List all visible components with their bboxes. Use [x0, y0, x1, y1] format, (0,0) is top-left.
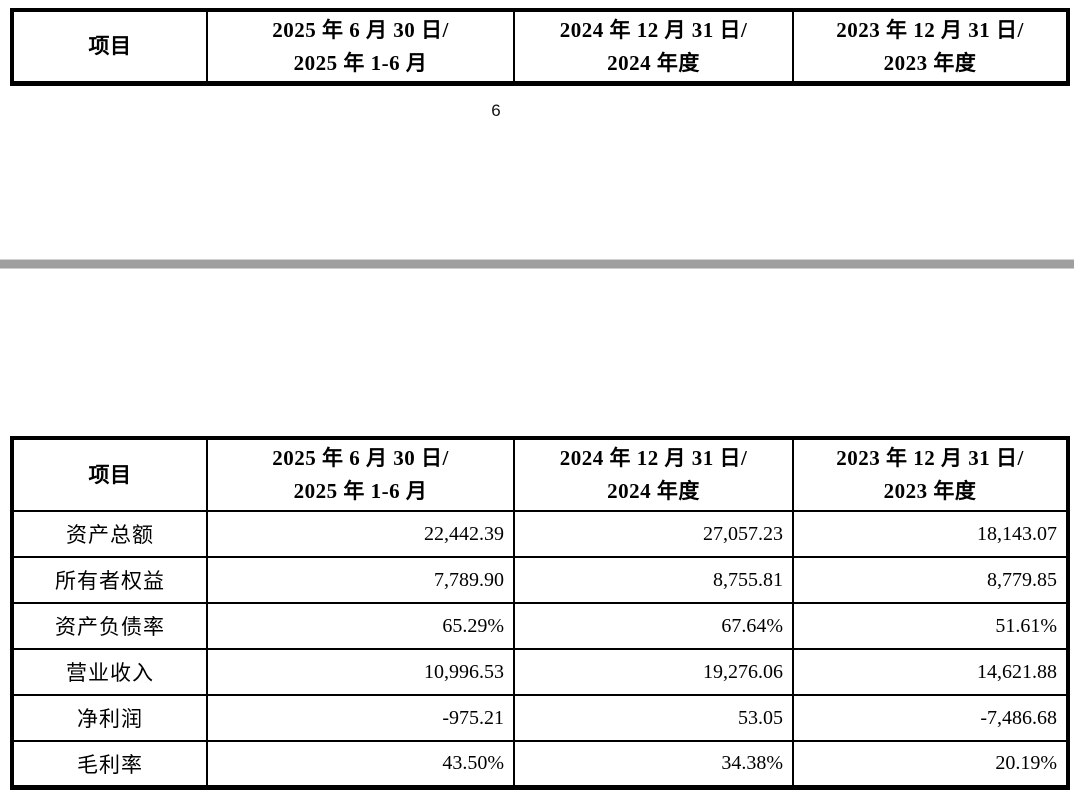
- value-cell: 8,779.85: [792, 556, 1069, 605]
- header-label-line1: 2025 年 6 月 30 日/: [272, 17, 449, 42]
- value-cell: 51.61%: [792, 602, 1069, 651]
- header-label-line1: 2023 年 12 月 31 日/: [836, 17, 1024, 42]
- row-label-cell: 净利润: [11, 694, 208, 743]
- value-cell: 19,276.06: [513, 648, 794, 697]
- table-row: 资产负债率 65.29% 67.64% 51.61%: [11, 602, 1069, 651]
- value-cell: -975.21: [206, 694, 515, 743]
- value-cell: 67.64%: [513, 602, 794, 651]
- header-cell-item: 项目: [11, 436, 208, 513]
- table-row: 所有者权益 7,789.90 8,755.81 8,779.85: [11, 556, 1069, 605]
- value-cell: -7,486.68: [792, 694, 1069, 743]
- table-row: 资产总额 22,442.39 27,057.23 18,143.07: [11, 510, 1069, 559]
- value-cell: 10,996.53: [206, 648, 515, 697]
- value-cell: 53.05: [513, 694, 794, 743]
- value-cell: 14,621.88: [792, 648, 1069, 697]
- row-label-cell: 资产负债率: [11, 602, 208, 651]
- row-label-cell: 所有者权益: [11, 556, 208, 605]
- header-label-line2: 2025 年 1-6 月: [293, 479, 428, 504]
- table-row: 毛利率 43.50% 34.38% 20.19%: [11, 740, 1069, 789]
- header-label-line1: 2023 年 12 月 31 日/: [836, 446, 1024, 471]
- header-cell-2023: 2023 年 12 月 31 日/ 2023 年度: [792, 9, 1069, 85]
- row-label-cell: 营业收入: [11, 648, 208, 697]
- page-number: 6: [491, 101, 501, 120]
- header-label-line2: 2023 年度: [883, 50, 977, 75]
- value-cell: 34.38%: [513, 740, 794, 789]
- header-cell-2024: 2024 年 12 月 31 日/ 2024 年度: [513, 9, 794, 85]
- value-cell: 20.19%: [792, 740, 1069, 789]
- header-label-line1: 2024 年 12 月 31 日/: [559, 17, 748, 42]
- table-row: 净利润 -975.21 53.05 -7,486.68: [11, 694, 1069, 743]
- header-label: 项目: [88, 462, 132, 487]
- header-label: 项目: [88, 34, 132, 58]
- header-label-line1: 2025 年 6 月 30 日/: [272, 446, 449, 471]
- header-label-line1: 2024 年 12 月 31 日/: [559, 446, 748, 471]
- row-label-cell: 资产总额: [11, 510, 208, 559]
- financial-summary-table: 项目 2025 年 6 月 30 日/ 2025 年 1-6 月 2024 年 …: [10, 436, 1070, 790]
- value-cell: 43.50%: [206, 740, 515, 789]
- header-cell-2025: 2025 年 6 月 30 日/ 2025 年 1-6 月: [206, 436, 515, 513]
- value-cell: 27,057.23: [513, 510, 794, 559]
- header-label-line2: 2024 年度: [607, 50, 700, 75]
- row-label-cell: 毛利率: [11, 740, 208, 789]
- table-continued-header: 项目 2025 年 6 月 30 日/ 2025 年 1-6 月 2024 年 …: [10, 8, 1070, 86]
- header-cell-2025: 2025 年 6 月 30 日/ 2025 年 1-6 月: [206, 9, 515, 85]
- header-label-line2: 2025 年 1-6 月: [293, 50, 428, 75]
- table-header-row: 项目 2025 年 6 月 30 日/ 2025 年 1-6 月 2024 年 …: [11, 436, 1069, 513]
- page-break-divider: [0, 259, 1074, 269]
- value-cell: 18,143.07: [792, 510, 1069, 559]
- value-cell: 65.29%: [206, 602, 515, 651]
- value-cell: 8,755.81: [513, 556, 794, 605]
- header-cell-item: 项目: [11, 9, 208, 85]
- header-cell-2023: 2023 年 12 月 31 日/ 2023 年度: [792, 436, 1069, 513]
- value-cell: 22,442.39: [206, 510, 515, 559]
- header-cell-2024: 2024 年 12 月 31 日/ 2024 年度: [513, 436, 794, 513]
- value-cell: 7,789.90: [206, 556, 515, 605]
- header-label-line2: 2024 年度: [607, 479, 700, 504]
- header-label-line2: 2023 年度: [883, 479, 977, 504]
- table-row: 营业收入 10,996.53 19,276.06 14,621.88: [11, 648, 1069, 697]
- table-header-row: 项目 2025 年 6 月 30 日/ 2025 年 1-6 月 2024 年 …: [11, 9, 1069, 85]
